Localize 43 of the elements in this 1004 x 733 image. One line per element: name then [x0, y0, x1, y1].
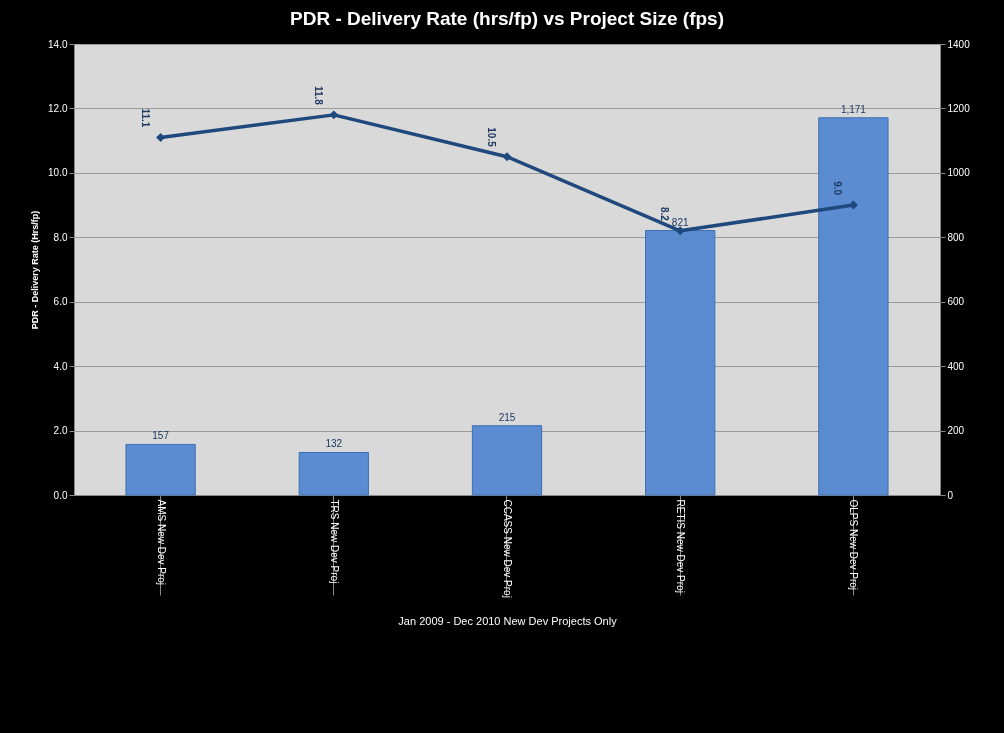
y2-tick-label: 1200 — [947, 102, 971, 114]
data-label: 157 — [152, 430, 170, 442]
data-label: 11.8 — [312, 85, 324, 106]
x-axis-title: Jan 2009 - Dec 2010 New Dev Projects Only — [398, 614, 618, 627]
y2-tick-label: 400 — [947, 360, 965, 372]
bar — [298, 451, 369, 496]
point — [675, 226, 685, 236]
y-tick-label: 2.0 — [53, 425, 68, 437]
data-label: 1,171 — [840, 103, 867, 115]
x-tick-label: AMS New Dev Proj — [155, 499, 167, 586]
y2-tick-label: 600 — [947, 296, 965, 308]
y2-tick-label: 0 — [947, 489, 954, 501]
x-tick-label: RETIS New Dev Proj — [675, 499, 687, 593]
chart-title: PDR - Delivery Rate (hrs/fp) vs Project Size (fps) — [290, 8, 724, 29]
data-label: 10.5 — [486, 127, 497, 148]
y-tick-label: 12.0 — [48, 102, 68, 114]
data-label: 821 — [671, 216, 689, 228]
y-tick-label: 0.0 — [53, 489, 68, 501]
y-tick-label: 8.0 — [53, 231, 68, 243]
bar — [125, 443, 196, 496]
y-tick-label: 6.0 — [53, 296, 68, 308]
data-label: 215 — [498, 411, 516, 423]
y2-tick-label: 800 — [947, 231, 965, 243]
bar — [645, 230, 716, 496]
data-label: 9.0 — [832, 181, 844, 196]
y-tick-label: 14.0 — [48, 38, 68, 50]
y-tick-label: 10.0 — [48, 167, 68, 179]
bar — [471, 425, 543, 496]
y-axis-title: PDR - Delivery Rate (Hrs/fp) — [30, 210, 41, 330]
x-tick-label: TRS New Dev Proj — [328, 499, 340, 584]
data-label: 8.2 — [659, 206, 671, 222]
y2-tick-label: 1400 — [947, 38, 971, 50]
y2-tick-label: 200 — [947, 425, 965, 437]
point — [156, 132, 166, 142]
y-tick-label: 4.0 — [53, 360, 68, 372]
x-tick-label: OLPS New Dev Proj — [848, 499, 860, 591]
data-label: 11.1 — [139, 108, 151, 128]
y2-tick-label: 1000 — [947, 167, 971, 179]
point — [502, 152, 512, 162]
data-label: 132 — [325, 438, 343, 450]
bar — [818, 117, 889, 496]
point — [329, 110, 339, 120]
x-tick-label: CCASS New Dev Proj — [502, 499, 513, 598]
